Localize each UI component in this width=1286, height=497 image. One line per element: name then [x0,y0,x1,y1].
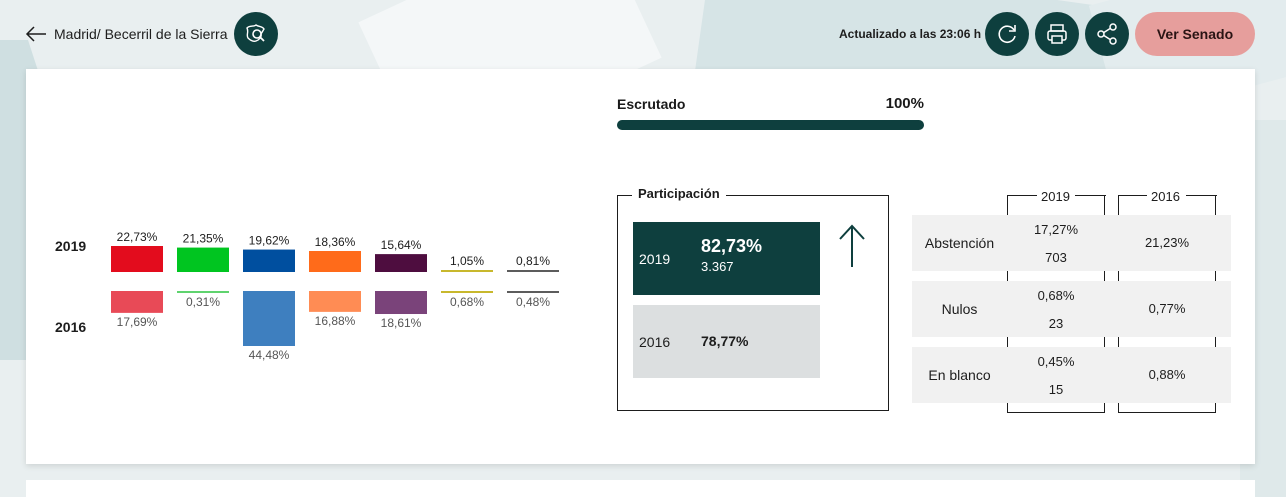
label-2019-0: 22,73% [117,230,158,244]
row-2019-percent: 0,68% [1037,288,1075,303]
ver-senado-button[interactable]: Ver Senado [1135,12,1255,56]
results-card: Escrutado 100% 2019 2016 22,73% 21,35% 19,… [26,69,1255,464]
next-card [26,480,1255,497]
row-2019-percent: 0,45% [1037,354,1075,369]
map-search-icon [246,24,265,42]
scrutiny-label: Escrutado [617,96,686,112]
participation-2016-percent: 78,77% [701,333,749,349]
bar-2016-0 [111,291,163,313]
label-2019-4: 15,64% [381,238,422,252]
bar-2019-2 [243,249,295,272]
scrutiny-bar-fill [617,120,924,130]
label-2019-3: 18,36% [315,235,356,249]
chart-year-2019: 2019 [55,238,87,254]
table-header-2019: 2019 [1039,189,1072,204]
label-2019-5: 1,05% [450,254,484,268]
scrutiny-percent: 100% [885,95,924,112]
row-2019-count: 23 [1048,316,1064,331]
table-row-nulos: Nulos 0,68% 23 0,77% [912,281,1231,337]
participation-2019-count: 3.367 [701,259,734,274]
chart-year-2016: 2016 [55,319,87,335]
row-2016-percent: 0,77% [1148,301,1186,316]
bar-2019-4 [375,254,427,272]
share-icon [1097,23,1117,45]
bar-2019-6 [507,270,559,272]
bar-2019-1 [177,247,229,272]
share-button[interactable] [1085,12,1129,56]
participation-2019-year: 2019 [639,251,671,267]
row-2016-percent: 21,23% [1144,235,1190,250]
row-2016-percent: 0,88% [1148,367,1186,382]
bar-2016-1 [177,291,229,293]
row-2019-percent: 17,27% [1033,222,1079,237]
top-bar: Madrid/ Becerril de la Sierra Actualizad… [0,0,1286,68]
refresh-icon [998,25,1016,43]
bar-2019-3 [309,250,361,272]
bar-2016-3 [309,291,361,312]
bar-2019-0 [111,246,163,272]
bar-2016-6 [507,291,559,293]
row-label: Nulos [941,301,978,317]
row-2019-count: 15 [1048,382,1064,397]
arrow-up-icon [839,224,865,267]
label-2016-2: 44,48% [249,348,290,362]
row-label: En blanco [928,367,991,383]
updated-timestamp: Actualizado a las 23:06 h [839,27,982,41]
table-row-abstencion: Abstención 17,27% 703 21,23% [912,215,1231,271]
table-row-en-blanco: En blanco 0,45% 15 0,88% [912,347,1231,403]
bar-2019-5 [441,270,493,272]
participation-2016-year: 2016 [639,334,671,350]
printer-icon [1047,24,1067,44]
label-2019-2: 19,62% [249,234,290,248]
label-2016-4: 18,61% [381,316,422,330]
label-2016-5: 0,68% [450,295,484,309]
label-2016-3: 16,88% [315,314,356,328]
bar-2016-5 [441,291,493,293]
map-search-button[interactable] [234,12,278,56]
label-2016-6: 0,48% [516,295,550,309]
row-label: Abstención [924,235,995,251]
party-comparison-chart: 2019 2016 22,73% 21,35% 19,62% 18,36% 15,64%… [26,209,586,389]
label-2019-6: 0,81% [516,254,550,268]
label-2016-1: 0,31% [186,295,220,309]
participation-panel: Participación 2019 82,73% 3.367 2016 78,… [617,186,889,411]
table-header-2016: 2016 [1149,189,1182,204]
bar-2016-4 [375,291,427,315]
back-link[interactable]: Madrid/ Becerril de la Sierra [24,22,228,46]
participation-title: Participación [632,186,726,201]
row-2019-count: 703 [1045,250,1067,265]
participation-2016-box: 2016 78,77% [633,305,820,378]
print-button[interactable] [1035,12,1079,56]
arrow-left-icon [25,26,46,42]
party-bars-svg: 22,73% 21,35% 19,62% 18,36% 15,64% 1,05% 0,81%… [111,230,559,362]
label-2019-1: 21,35% [183,232,224,246]
abstention-table: 2019 2016 Abstención 17,27% 703 21,23% N… [912,189,1232,413]
participation-2019-percent: 82,73% [701,236,763,256]
back-link-label: Madrid/ Becerril de la Sierra [54,26,228,42]
bar-2016-2 [243,291,295,346]
label-2016-0: 17,69% [117,315,158,329]
scrutiny-bar-track [617,120,924,130]
refresh-button[interactable] [985,12,1029,56]
participation-2019-box: 2019 82,73% 3.367 [633,222,820,295]
